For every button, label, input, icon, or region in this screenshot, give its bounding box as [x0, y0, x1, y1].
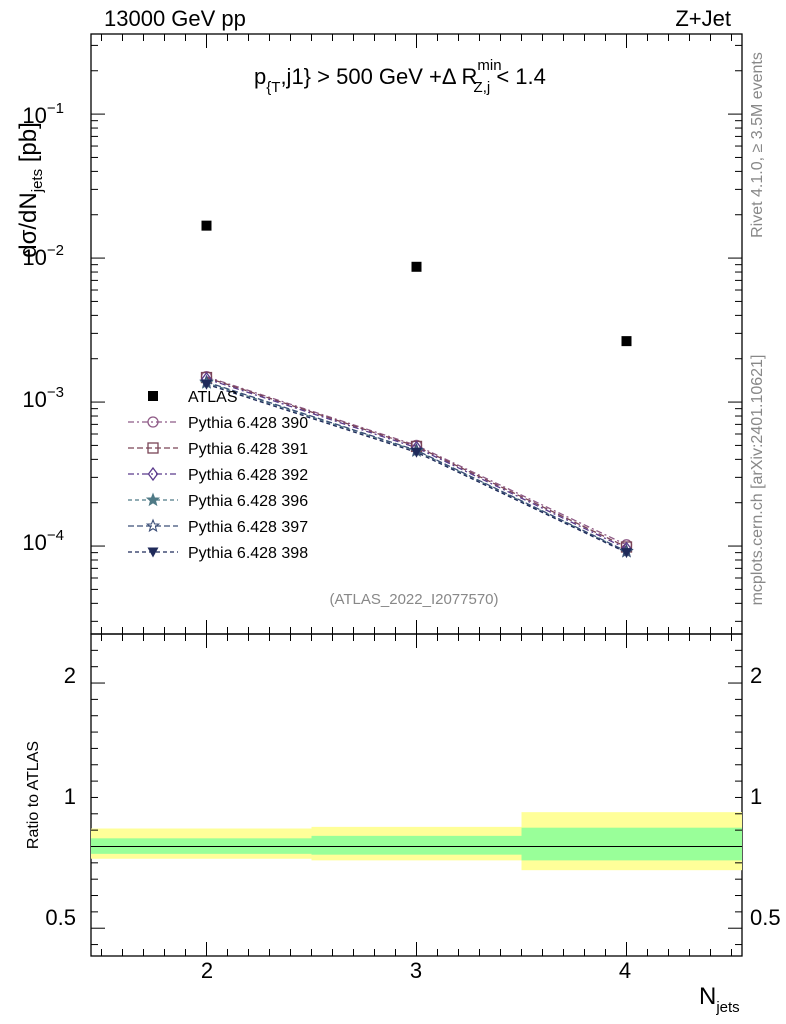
legend-label-0: ATLAS	[188, 389, 238, 406]
legend-label-2: Pythia 6.428 391	[188, 441, 308, 458]
ratio-inner-band-1	[311, 835, 522, 855]
x-axis-label: Njets	[699, 983, 740, 1016]
ratio-tick-label-right-2: 2	[750, 663, 762, 688]
legend-marker-1	[147, 416, 159, 428]
data-point-s0-p2	[621, 336, 632, 347]
legend-label-1: Pythia 6.428 390	[188, 415, 308, 432]
analysis-watermark: (ATLAS_2022_I2077570)	[329, 591, 498, 608]
x-tick-label-3: 3	[410, 958, 422, 983]
legend-marker-2	[147, 442, 159, 454]
x-tick-label-2: 2	[201, 958, 213, 983]
ratio-tick-label-right-1: 1	[750, 784, 762, 809]
legend-label-3: Pythia 6.428 392	[188, 467, 308, 484]
data-point-s0-p1	[411, 261, 422, 272]
process-label: Z+Jet	[675, 6, 731, 31]
ratio-tick-label-right-05: 0.5	[750, 905, 781, 930]
series-markers	[199, 220, 634, 559]
legend-label-4: Pythia 6.428 396	[188, 493, 308, 510]
ratio-panel-frame	[90, 633, 743, 957]
ratio-y-axis-label: Ratio to ATLAS	[25, 741, 42, 849]
plot-title: p{T,j1} > 500 GeV +Δ Rmin Z,j < 1.4	[254, 57, 546, 96]
data-point-s6-p0	[201, 379, 212, 390]
collision-label: 13000 GeV pp	[104, 6, 246, 31]
legend-marker-6	[147, 547, 159, 558]
ratio-bands	[91, 812, 742, 871]
data-point-s0-p0	[201, 220, 212, 231]
legend-marker-5	[145, 518, 161, 533]
legend-marker-4	[145, 492, 161, 507]
y-tick-label-1e-2: 10−2	[22, 242, 64, 270]
ratio-inner-band-2	[521, 827, 742, 861]
ratio-axis-ticks	[91, 633, 742, 946]
series-line-3	[206, 378, 627, 550]
ratio-tick-label-left-2: 2	[64, 663, 76, 688]
legend: ATLAS Pythia 6.428 390 Pythia 6.428 391 Pyt…	[128, 389, 308, 562]
rivet-version-label: Rivet 4.1.0, ≥ 3.5M events	[749, 52, 766, 238]
ratio-y-tick-labels: 2 1 0.5 2 1 0.5	[45, 663, 780, 930]
y-tick-label-1e-3: 10−3	[22, 384, 64, 412]
main-axis-ticks	[91, 34, 742, 956]
y-tick-label-1e-4: 10−4	[22, 527, 64, 555]
legend-marker-0	[148, 391, 158, 401]
legend-label-6: Pythia 6.428 398	[188, 545, 308, 562]
x-tick-label-4: 4	[619, 958, 631, 983]
x-tick-labels: 2 3 4	[201, 958, 631, 983]
main-y-tick-labels: 10−1 10−2 10−3 10−4	[22, 100, 64, 555]
legend-label-5: Pythia 6.428 397	[188, 519, 308, 536]
data-point-s6-p1	[411, 447, 422, 458]
mcplots-label: mcplots.cern.ch [arXiv:2401.10621]	[749, 355, 766, 606]
ratio-tick-label-left-05: 0.5	[45, 905, 76, 930]
data-point-s6-p2	[621, 548, 632, 559]
y-tick-label-1e-1: 10−1	[22, 100, 64, 128]
main-y-axis-label: dσ/dNjets [pb]	[15, 122, 46, 258]
main-panel-frame	[90, 33, 743, 635]
legend-marker-3	[147, 466, 159, 482]
ratio-tick-label-left-1: 1	[64, 784, 76, 809]
